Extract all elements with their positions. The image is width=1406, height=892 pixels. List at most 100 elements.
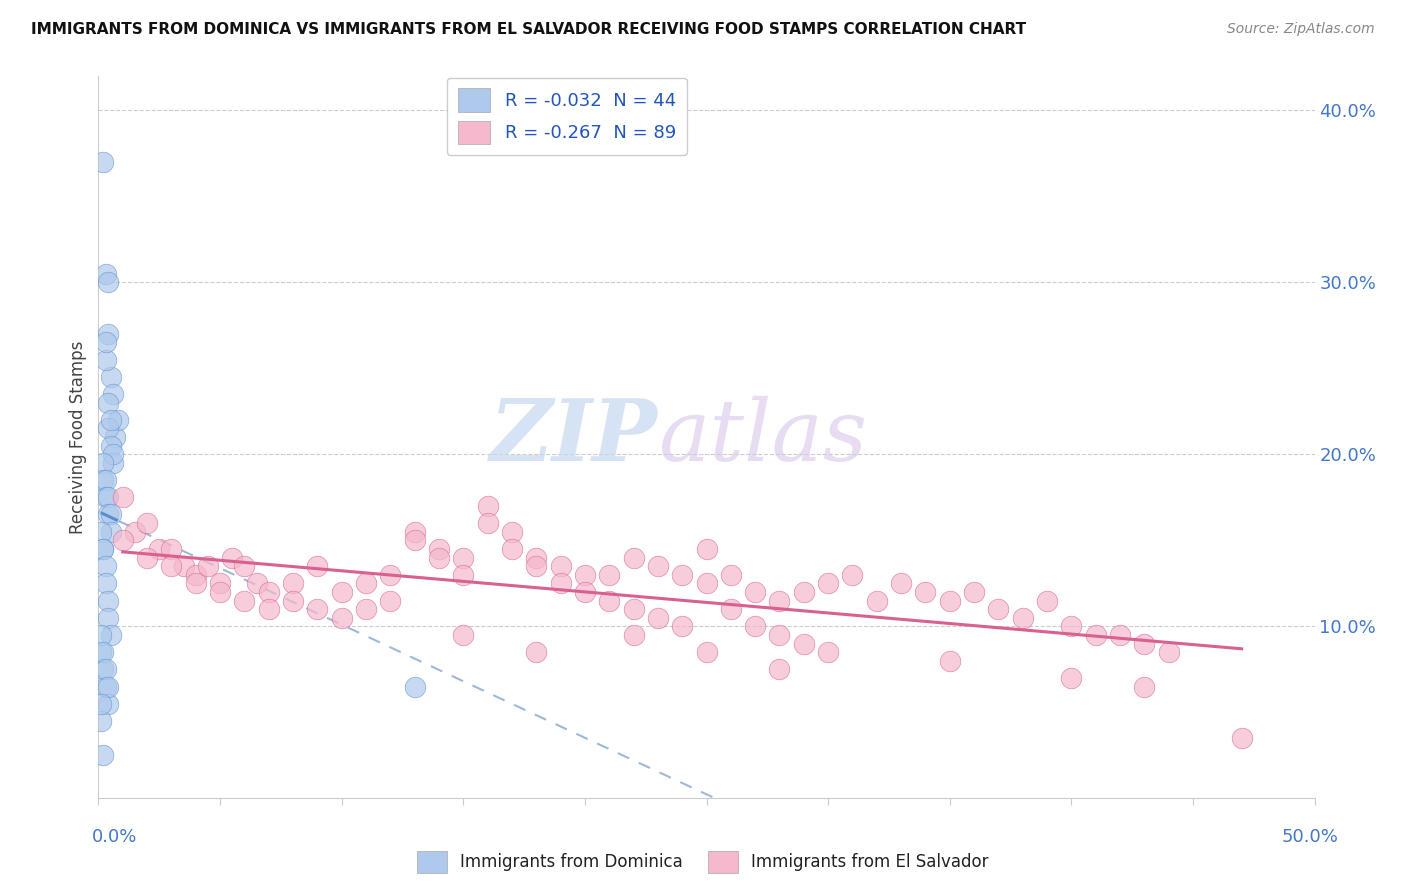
Point — [94, 473, 117, 487]
Point — [97, 421, 120, 435]
Text: ZIP: ZIP — [491, 395, 658, 479]
Point — [477, 499, 499, 513]
Point — [94, 680, 117, 694]
Point — [768, 662, 790, 676]
Point — [427, 550, 450, 565]
Point — [111, 533, 134, 548]
Point — [94, 335, 117, 350]
Point — [94, 267, 117, 281]
Point — [97, 395, 120, 409]
Y-axis label: Receiving Food Stamps: Receiving Food Stamps — [69, 341, 87, 533]
Point — [233, 593, 256, 607]
Point — [100, 524, 122, 539]
Point — [524, 559, 547, 574]
Point — [160, 559, 183, 574]
Text: atlas: atlas — [658, 396, 868, 478]
Point — [1060, 671, 1083, 685]
Point — [330, 610, 353, 624]
Point — [209, 576, 232, 591]
Point — [184, 576, 207, 591]
Point — [94, 491, 117, 505]
Point — [1036, 593, 1059, 607]
Point — [453, 567, 475, 582]
Point — [768, 593, 790, 607]
Point — [90, 645, 112, 659]
Point — [890, 576, 912, 591]
Point — [94, 576, 117, 591]
Text: IMMIGRANTS FROM DOMINICA VS IMMIGRANTS FROM EL SALVADOR RECEIVING FOOD STAMPS CO: IMMIGRANTS FROM DOMINICA VS IMMIGRANTS F… — [31, 22, 1026, 37]
Point — [744, 585, 766, 599]
Point — [1133, 680, 1156, 694]
Point — [221, 550, 243, 565]
Point — [696, 645, 718, 659]
Point — [307, 559, 329, 574]
Point — [671, 619, 693, 633]
Point — [1109, 628, 1132, 642]
Point — [453, 628, 475, 642]
Point — [197, 559, 219, 574]
Point — [1060, 619, 1083, 633]
Point — [720, 602, 742, 616]
Point — [671, 567, 693, 582]
Point — [501, 541, 523, 556]
Point — [1230, 731, 1253, 746]
Point — [963, 585, 986, 599]
Point — [939, 593, 962, 607]
Point — [184, 567, 207, 582]
Point — [245, 576, 267, 591]
Point — [90, 524, 112, 539]
Text: Source: ZipAtlas.com: Source: ZipAtlas.com — [1227, 22, 1375, 37]
Point — [550, 559, 572, 574]
Point — [1133, 636, 1156, 650]
Point — [91, 456, 114, 470]
Point — [90, 714, 112, 728]
Point — [914, 585, 936, 599]
Point — [90, 628, 112, 642]
Point — [233, 559, 256, 574]
Point — [91, 154, 114, 169]
Point — [696, 576, 718, 591]
Point — [793, 636, 815, 650]
Point — [817, 576, 839, 591]
Point — [104, 430, 127, 444]
Point — [330, 585, 353, 599]
Point — [939, 654, 962, 668]
Point — [100, 508, 122, 522]
Point — [101, 447, 124, 461]
Point — [1084, 628, 1107, 642]
Point — [501, 524, 523, 539]
Point — [281, 593, 304, 607]
Point — [160, 541, 183, 556]
Point — [100, 369, 122, 384]
Point — [1157, 645, 1180, 659]
Point — [550, 576, 572, 591]
Point — [598, 567, 620, 582]
Point — [91, 473, 114, 487]
Point — [101, 387, 124, 401]
Point — [453, 550, 475, 565]
Point — [574, 567, 596, 582]
Point — [404, 524, 426, 539]
Point — [354, 602, 377, 616]
Point — [720, 567, 742, 582]
Point — [90, 697, 112, 711]
Point — [91, 748, 114, 763]
Point — [623, 602, 645, 616]
Point — [623, 628, 645, 642]
Point — [477, 516, 499, 530]
Point — [281, 576, 304, 591]
Point — [94, 352, 117, 367]
Point — [97, 610, 120, 624]
Point — [97, 275, 120, 289]
Point — [354, 576, 377, 591]
Point — [623, 550, 645, 565]
Point — [91, 645, 114, 659]
Point — [841, 567, 863, 582]
Point — [524, 550, 547, 565]
Point — [404, 533, 426, 548]
Point — [598, 593, 620, 607]
Point — [173, 559, 195, 574]
Point — [380, 567, 402, 582]
Point — [696, 541, 718, 556]
Point — [91, 541, 114, 556]
